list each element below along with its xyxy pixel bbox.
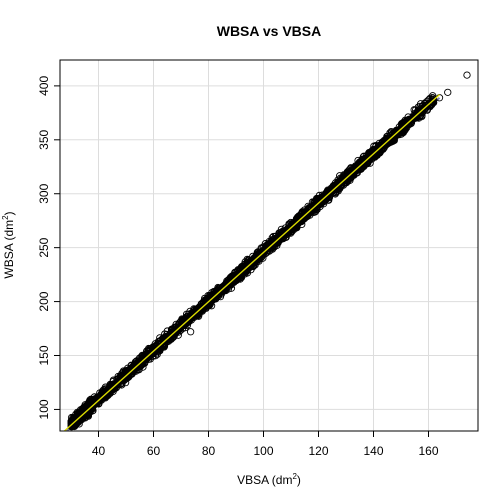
data-point [275, 233, 283, 241]
data-point [68, 420, 77, 428]
data-point [334, 176, 342, 184]
data-point [116, 376, 124, 385]
data-point [359, 153, 368, 161]
data-point [367, 151, 375, 159]
data-point [411, 112, 420, 120]
data-points [67, 71, 471, 431]
data-point [406, 118, 415, 127]
data-point [245, 262, 254, 271]
y-axis-title-sup: 2 [1, 215, 10, 220]
data-point [300, 206, 308, 214]
data-point [153, 342, 162, 350]
data-point [262, 242, 270, 250]
data-point [185, 314, 193, 322]
chart-title: WBSA vs VBSA [217, 23, 322, 39]
x-tick-label: 100 [253, 444, 273, 458]
data-point [341, 174, 350, 182]
x-tick-label: 120 [308, 444, 328, 458]
x-tick-label: 40 [92, 444, 106, 458]
y-axis-title-main: WBSA (dm [2, 220, 16, 279]
data-point [120, 372, 128, 381]
data-point [296, 217, 305, 225]
data-point [370, 142, 378, 150]
x-axis-title-sup: 2 [292, 472, 297, 481]
data-point [381, 139, 390, 148]
data-point [284, 227, 292, 236]
outlier-point [444, 88, 452, 97]
x-tick-label: 80 [202, 444, 216, 458]
data-point [186, 316, 194, 324]
data-point [87, 402, 96, 410]
data-point [164, 335, 172, 343]
grid-lines [60, 60, 478, 431]
data-point [354, 164, 363, 172]
data-point [82, 402, 91, 410]
data-point [285, 220, 293, 228]
data-point [143, 347, 151, 355]
data-point [227, 279, 236, 287]
outlier-point [463, 71, 471, 79]
y-tick-label: 150 [37, 345, 51, 365]
data-point [302, 208, 311, 216]
data-point [403, 120, 411, 128]
y-tick-label: 100 [37, 399, 51, 419]
fit-line [63, 94, 440, 431]
x-axis-title-tail: ) [297, 473, 301, 487]
data-point [324, 196, 333, 204]
data-point [199, 302, 207, 310]
x-axis-title: VBSA (dm2) [237, 472, 301, 487]
data-point [301, 212, 309, 220]
y-axis-title: WBSA (dm2) [1, 211, 16, 278]
data-point [96, 395, 104, 404]
data-point [413, 110, 421, 118]
data-point [247, 261, 255, 270]
y-axis: 100 150 200 250 300 350 400 [37, 76, 60, 419]
data-point [150, 348, 158, 356]
x-axis-title-main: VBSA (dm [237, 473, 292, 487]
data-point [163, 327, 171, 335]
data-point [237, 270, 245, 279]
data-point [268, 245, 277, 253]
data-point [371, 153, 379, 161]
data-point [282, 228, 291, 237]
data-point [214, 283, 222, 292]
y-tick-label: 400 [37, 76, 51, 96]
data-point [276, 234, 284, 243]
fit-line-group [63, 94, 440, 431]
data-point [168, 329, 176, 337]
data-point [137, 357, 146, 365]
x-tick-label: 140 [363, 444, 383, 458]
y-tick-label: 300 [37, 183, 51, 203]
data-point [160, 336, 169, 344]
data-point [221, 283, 229, 292]
data-point [174, 323, 183, 332]
data-point [259, 254, 267, 262]
y-tick-label: 200 [37, 291, 51, 311]
y-tick-label: 350 [37, 129, 51, 149]
x-tick-label: 60 [147, 444, 161, 458]
data-point [389, 137, 397, 145]
data-point [142, 352, 150, 360]
data-point [349, 167, 358, 176]
data-point [195, 305, 203, 314]
x-tick-label: 160 [418, 444, 438, 458]
data-point [418, 106, 426, 114]
data-point [138, 351, 146, 360]
outlier-point [186, 328, 195, 336]
data-point [204, 297, 212, 305]
y-tick-label: 250 [37, 237, 51, 257]
data-point [328, 186, 336, 195]
data-point [266, 243, 274, 251]
data-point [324, 191, 332, 199]
plot-frame [59, 59, 479, 432]
y-axis-title-tail: ) [2, 211, 16, 215]
data-point [384, 135, 392, 144]
data-point [176, 324, 184, 333]
outlier-point [75, 409, 83, 417]
x-axis: 40 60 80 100 120 140 160 [92, 431, 439, 458]
